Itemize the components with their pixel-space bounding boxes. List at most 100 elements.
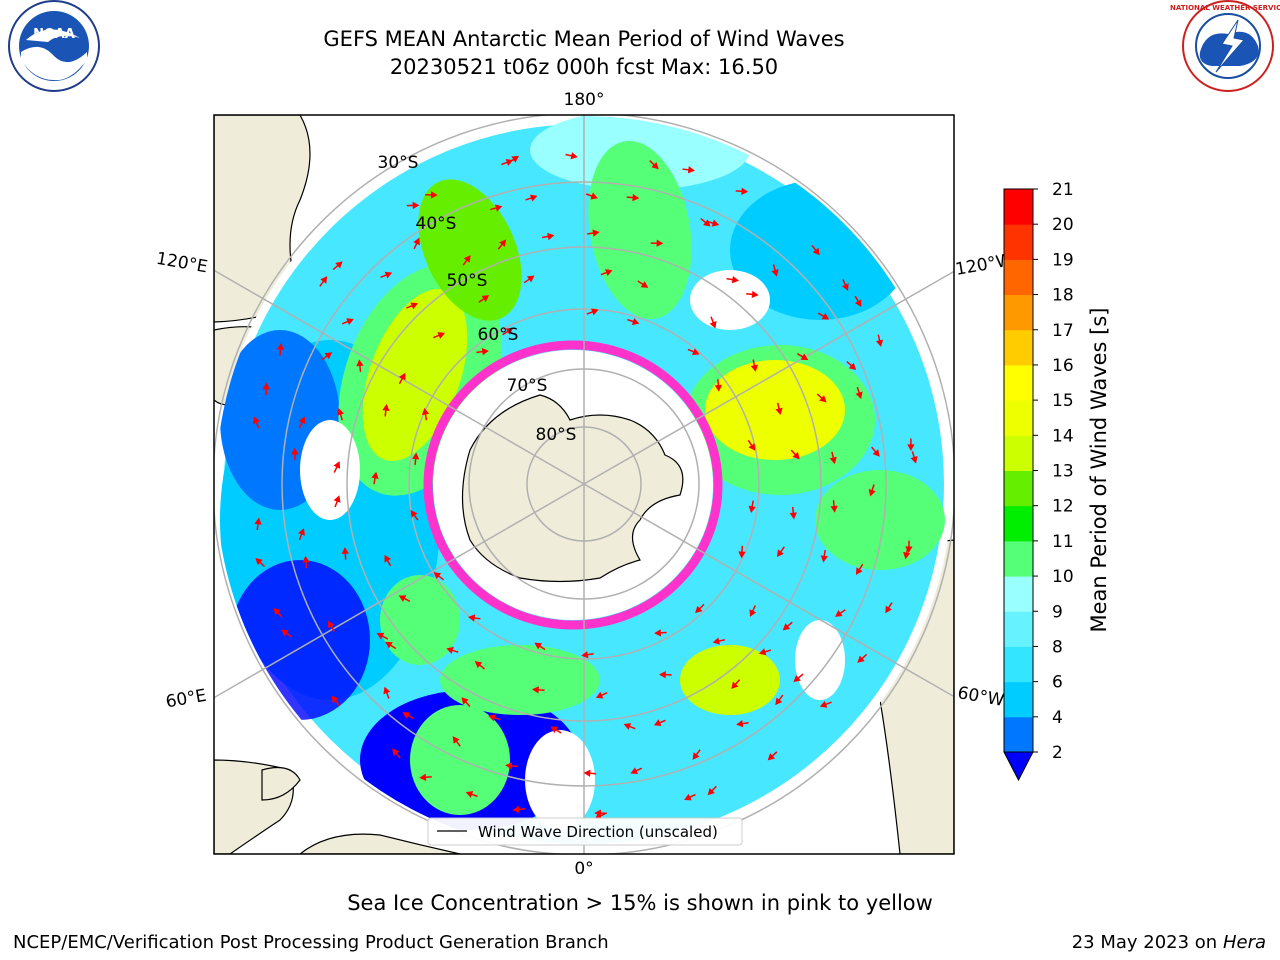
wave-arrow-head xyxy=(714,384,723,392)
wave-arrow-head xyxy=(591,308,599,316)
wave-arrow-head xyxy=(383,686,391,695)
wave-arrow-head xyxy=(392,748,400,756)
wave-arrow-head xyxy=(371,471,379,479)
wave-arrow-head xyxy=(463,255,471,263)
wave-arrow-head xyxy=(384,271,393,279)
wave-arrow-head xyxy=(731,276,739,284)
wave-arrow-head xyxy=(857,655,865,663)
noaa-logo: NOAA xyxy=(8,0,100,92)
wave-arrow-head xyxy=(529,194,538,202)
colorbar: 2 4 6 8 9 10 11 12 13 14 15 16 17 18 19 20 21 xyxy=(1003,180,1074,782)
legend-label: Wind Wave Direction (unscaled) xyxy=(478,823,718,841)
wave-arrow-head xyxy=(327,620,335,629)
colorbar-tick-label: 6 xyxy=(1052,673,1063,693)
wave-arrow-head xyxy=(341,547,349,555)
lat-label-30s: 30°S xyxy=(378,153,419,173)
wave-arrow-head xyxy=(253,416,260,425)
colorbar-tick-label: 10 xyxy=(1052,567,1074,587)
wave-arrow-head xyxy=(468,614,476,622)
credit-text: NCEP/EMC/Verification Post Processing Pr… xyxy=(13,932,609,953)
wave-arrow-head xyxy=(707,787,715,796)
map-legend: Wind Wave Direction (unscaled) xyxy=(427,817,743,846)
wave-arrow-head xyxy=(590,192,598,200)
wave-arrow-head xyxy=(505,762,513,770)
wave-arrow-head xyxy=(402,712,411,719)
wave-arrow-head xyxy=(512,805,520,814)
chart-title: GEFS MEAN Antarctic Mean Period of Wind … xyxy=(323,27,845,51)
wave-arrow-head xyxy=(298,416,306,425)
wave-arrow-head xyxy=(771,269,779,277)
wave-arrow-head xyxy=(855,567,863,575)
wave-arrow-head xyxy=(819,700,828,708)
wave-arrow-head xyxy=(421,407,430,416)
colorbar-segment xyxy=(1004,540,1033,577)
wave-arrow-head xyxy=(820,555,828,563)
wave-arrow-head xyxy=(526,275,535,283)
lon-label-60w: 60°W xyxy=(956,683,1006,711)
wave-arrow-head xyxy=(800,353,809,360)
wave-arrow-head xyxy=(488,714,496,722)
sea-ice-note: Sea Ice Concentration > 15% is shown in … xyxy=(347,891,933,915)
lon-label-0: 0° xyxy=(574,859,593,879)
wave-arrow-head xyxy=(872,449,880,457)
wave-arrow-head xyxy=(659,671,666,679)
wave-arrow-head xyxy=(653,719,662,727)
wave-arrow-head xyxy=(748,505,756,514)
wave-arrow-head xyxy=(505,328,514,335)
colorbar-tick-label: 14 xyxy=(1052,426,1074,446)
wave-arrow-head xyxy=(654,629,662,637)
wave-arrow-head xyxy=(605,269,613,277)
wave-arrow-head xyxy=(656,239,664,247)
date-text: 23 May 2023 on Hera xyxy=(1072,932,1266,953)
colorbar-tick-label: 9 xyxy=(1052,602,1063,622)
wave-arrow-head xyxy=(592,229,600,237)
wave-arrow-head xyxy=(875,339,884,347)
wave-arrow-head xyxy=(413,237,420,246)
wave-arrow-head xyxy=(751,290,759,299)
colorbar-tick-label: 21 xyxy=(1052,180,1074,200)
colorbar-segment xyxy=(1004,646,1033,683)
wave-arrow-head xyxy=(748,443,756,451)
wave-arrow-head xyxy=(255,557,263,566)
wave-arrow-head xyxy=(474,661,483,669)
wave-arrow-head xyxy=(687,166,696,174)
wave-arrow-head xyxy=(835,610,843,617)
wave-arrow-head xyxy=(281,629,289,637)
colorbar-segment xyxy=(1004,259,1033,296)
wave-arrow-head xyxy=(481,347,489,356)
colorbar-segment xyxy=(1004,400,1033,436)
colorbar-segment xyxy=(1004,294,1033,331)
wave-arrow-head xyxy=(291,447,299,455)
wave-arrow-head xyxy=(583,769,591,777)
wave-arrow-head xyxy=(398,372,406,381)
lat-label-70s: 70°S xyxy=(507,376,548,396)
wave-arrow-head xyxy=(792,451,800,460)
wave-arrow-head xyxy=(775,697,783,706)
wave-arrow-head xyxy=(511,155,520,163)
wave-arrow-head xyxy=(854,299,862,308)
colorbar-tick-label: 4 xyxy=(1052,708,1063,728)
wave-arrow-head xyxy=(782,623,791,631)
wave-arrow-head xyxy=(793,674,801,683)
lat-label-60s: 60°S xyxy=(478,325,519,345)
wave-arrow-head xyxy=(356,359,364,367)
wave-arrow-head xyxy=(481,295,490,302)
colorbar-tick-label: 13 xyxy=(1052,462,1074,482)
wave-arrow-head xyxy=(333,461,341,469)
wave-arrow-head xyxy=(398,595,407,602)
colorbar-segment xyxy=(1004,189,1033,225)
wave-arrow-head xyxy=(437,332,445,339)
wave-arrow-head xyxy=(749,609,757,617)
wave-arrow-head xyxy=(273,607,281,616)
wave-arrow-head xyxy=(337,408,345,416)
colorbar-tick-label: 15 xyxy=(1052,391,1074,411)
colorbar-label: Mean Period of Wind Waves [s] xyxy=(1087,308,1111,633)
wave-arrow-head xyxy=(499,239,507,247)
wave-arrow-head xyxy=(691,348,700,356)
wave-arrow-head xyxy=(547,232,555,241)
colorbar-tick-label: 16 xyxy=(1052,356,1074,376)
nws-logo: NATIONAL WEATHER SERVICE xyxy=(1170,0,1280,92)
wave-arrow-head xyxy=(767,753,776,761)
lat-label-80s: 80°S xyxy=(536,425,577,445)
wave-arrow-head xyxy=(412,201,420,210)
